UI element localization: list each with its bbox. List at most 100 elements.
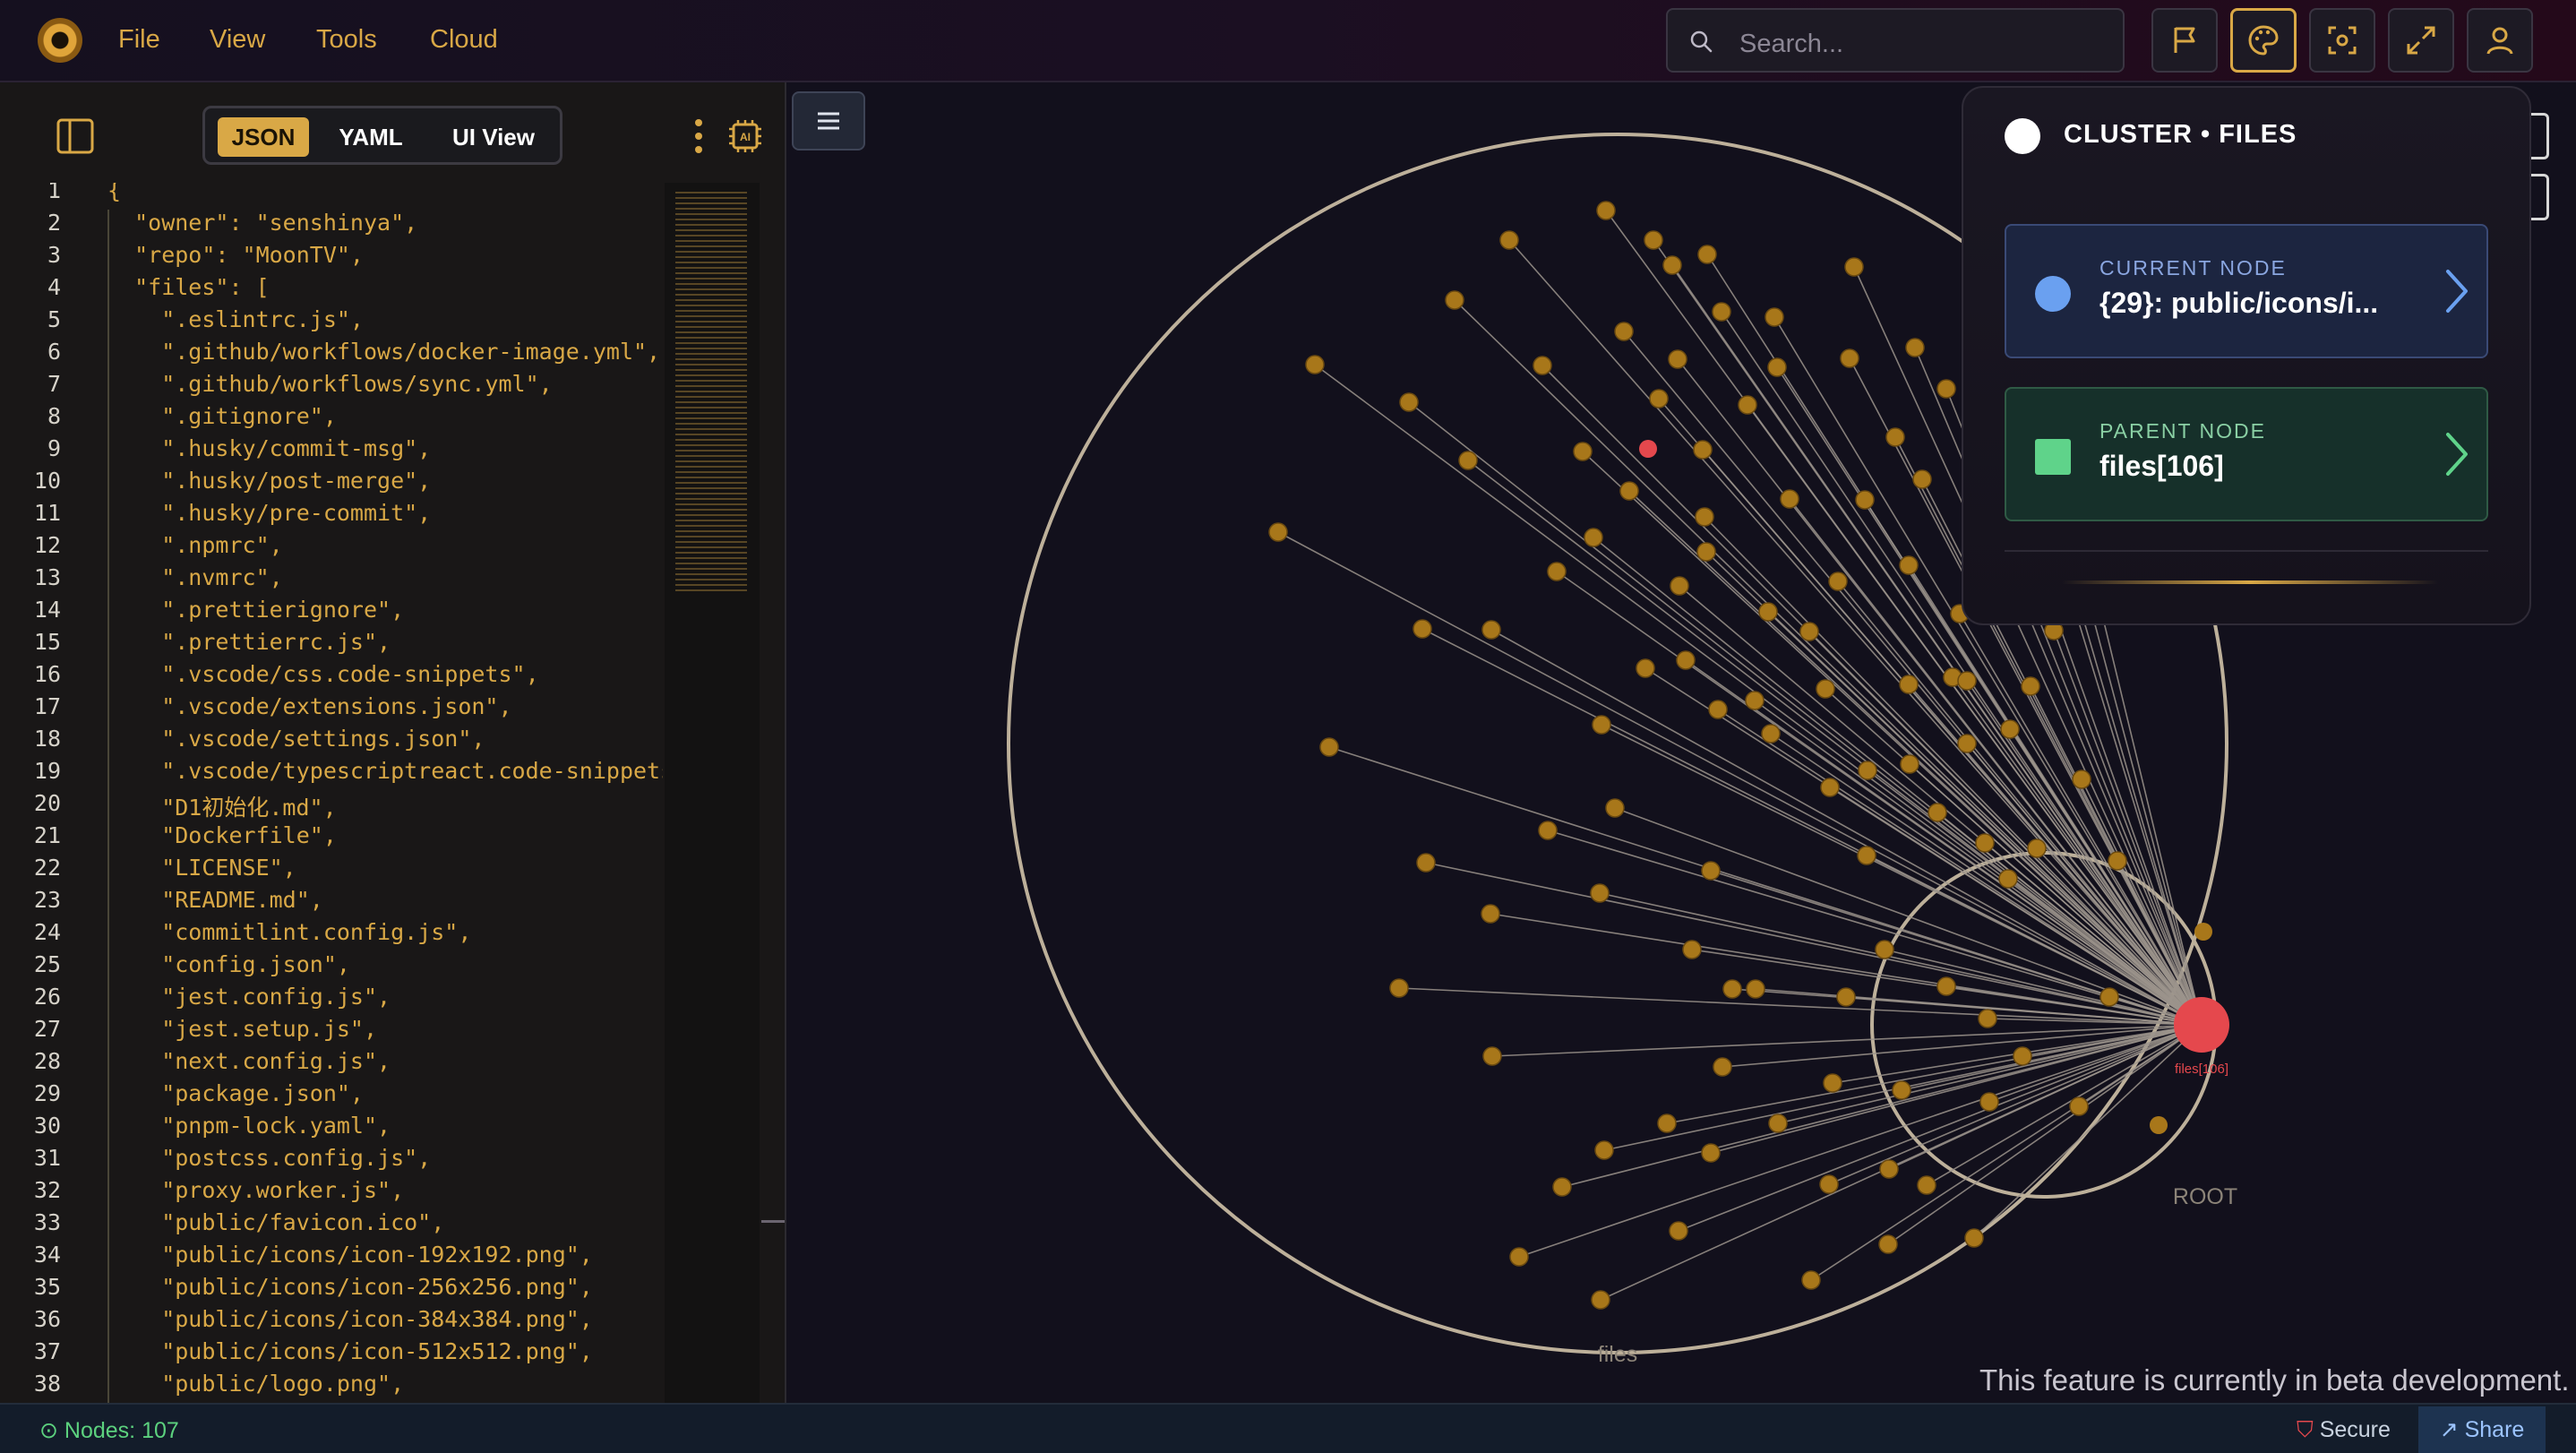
file-node[interactable] <box>1746 979 1765 999</box>
file-node[interactable] <box>1712 302 1731 322</box>
file-node[interactable] <box>2027 838 2047 858</box>
file-node[interactable] <box>1701 1143 1721 1163</box>
file-node[interactable] <box>1957 734 1977 753</box>
file-node[interactable] <box>2000 719 2020 739</box>
tab-yaml[interactable]: YAML <box>339 123 403 150</box>
file-node[interactable] <box>1964 1228 1984 1248</box>
file-node[interactable] <box>1594 1140 1614 1160</box>
graph-control-button[interactable] <box>2531 174 2549 220</box>
file-node[interactable] <box>1573 442 1593 461</box>
file-node[interactable] <box>1979 1092 1999 1112</box>
menu-view[interactable]: View <box>210 25 266 54</box>
file-node[interactable] <box>1936 976 1956 996</box>
file-node[interactable] <box>1533 356 1552 375</box>
file-node[interactable] <box>1399 392 1419 412</box>
minimap[interactable] <box>665 183 760 1403</box>
file-node[interactable] <box>1828 572 1848 591</box>
search-input[interactable]: Search... <box>1666 8 2125 73</box>
file-node[interactable] <box>1722 979 1742 999</box>
file-node[interactable] <box>1696 542 1716 562</box>
file-node[interactable] <box>1819 1174 1839 1194</box>
file-node[interactable] <box>2069 1096 2089 1116</box>
flag-button[interactable] <box>2151 8 2218 73</box>
file-node[interactable] <box>1499 230 1519 250</box>
file-node[interactable] <box>1644 230 1663 250</box>
file-node[interactable] <box>1458 451 1478 470</box>
file-node[interactable] <box>1978 1009 1997 1028</box>
file-node[interactable] <box>1697 245 1717 264</box>
current-node-card[interactable]: CURRENT NODE {29}: public/icons/i... <box>2005 224 2488 358</box>
file-node[interactable] <box>1552 1177 1572 1197</box>
file-node[interactable] <box>1416 853 1436 873</box>
file-node[interactable] <box>1899 675 1919 694</box>
file-node[interactable] <box>1676 650 1696 670</box>
root-node[interactable] <box>2194 923 2212 941</box>
file-node[interactable] <box>1305 355 1325 374</box>
file-node[interactable] <box>2021 676 2040 696</box>
menu-cloud[interactable]: Cloud <box>430 25 498 54</box>
file-node[interactable] <box>1758 602 1778 622</box>
file-node[interactable] <box>1701 861 1721 881</box>
file-node[interactable] <box>1547 562 1567 581</box>
file-node[interactable] <box>1413 619 1432 639</box>
app-logo[interactable] <box>38 18 82 63</box>
hub-node[interactable] <box>2174 997 2229 1053</box>
menu-file[interactable]: File <box>118 25 160 54</box>
file-node[interactable] <box>1767 357 1787 377</box>
share-button[interactable]: ↗ Share <box>2418 1406 2546 1453</box>
expand-button[interactable] <box>2388 8 2454 73</box>
root-node[interactable] <box>2150 1116 2168 1134</box>
file-node[interactable] <box>2072 769 2091 789</box>
file-node[interactable] <box>1928 803 1947 822</box>
file-node[interactable] <box>1670 576 1689 596</box>
file-node[interactable] <box>1319 737 1339 757</box>
file-node[interactable] <box>1636 658 1655 678</box>
file-node[interactable] <box>1584 528 1603 547</box>
file-node[interactable] <box>1481 904 1500 924</box>
file-node[interactable] <box>1619 481 1639 501</box>
file-node[interactable] <box>1857 846 1876 865</box>
file-node[interactable] <box>1858 761 1877 780</box>
file-node[interactable] <box>1780 489 1799 509</box>
file-node[interactable] <box>1481 620 1501 640</box>
file-node[interactable] <box>1875 940 1894 959</box>
file-node[interactable] <box>2013 1046 2032 1066</box>
secure-status[interactable]: ⛉ Secure <box>2297 1417 2391 1443</box>
file-node[interactable] <box>1823 1073 1842 1093</box>
file-node[interactable] <box>1509 1247 1529 1267</box>
file-node[interactable] <box>1538 821 1558 840</box>
file-node[interactable] <box>1799 622 1819 641</box>
file-node[interactable] <box>1662 255 1682 275</box>
user-button[interactable] <box>2467 8 2533 73</box>
file-node[interactable] <box>1879 1159 1899 1179</box>
sidebar-toggle-icon[interactable] <box>56 116 95 156</box>
file-node[interactable] <box>1905 338 1925 357</box>
file-node[interactable] <box>1668 349 1687 369</box>
ai-icon[interactable]: AI <box>727 118 763 154</box>
file-node[interactable] <box>1936 379 1956 399</box>
file-node[interactable] <box>1957 671 1977 691</box>
file-node[interactable] <box>1738 395 1757 415</box>
code-editor[interactable]: 1{2 "owner": "senshinya", 3 "repo": "Moon… <box>0 183 663 1403</box>
tab-json[interactable]: JSON <box>218 117 309 157</box>
file-node[interactable] <box>1713 1057 1732 1077</box>
file-node[interactable] <box>1649 389 1669 408</box>
file-node[interactable] <box>1892 1080 1911 1100</box>
file-node[interactable] <box>1596 201 1616 220</box>
file-node[interactable] <box>1682 940 1702 959</box>
file-node[interactable] <box>1765 307 1784 327</box>
file-node[interactable] <box>1840 348 1859 368</box>
file-node[interactable] <box>1592 715 1611 735</box>
file-node[interactable] <box>1695 507 1714 527</box>
menu-tools[interactable]: Tools <box>316 25 377 54</box>
scrollbar[interactable] <box>761 1220 785 1223</box>
file-node[interactable] <box>1900 754 1919 774</box>
file-node[interactable] <box>1657 1113 1677 1133</box>
parent-node-card[interactable]: PARENT NODE files[106] <box>2005 387 2488 521</box>
file-node[interactable] <box>1801 1270 1821 1290</box>
file-node[interactable] <box>1482 1046 1502 1066</box>
graph-control-button[interactable] <box>2531 113 2549 159</box>
file-node[interactable] <box>1912 469 1932 489</box>
canvas-menu-button[interactable] <box>792 91 865 150</box>
file-node[interactable] <box>1878 1234 1898 1254</box>
